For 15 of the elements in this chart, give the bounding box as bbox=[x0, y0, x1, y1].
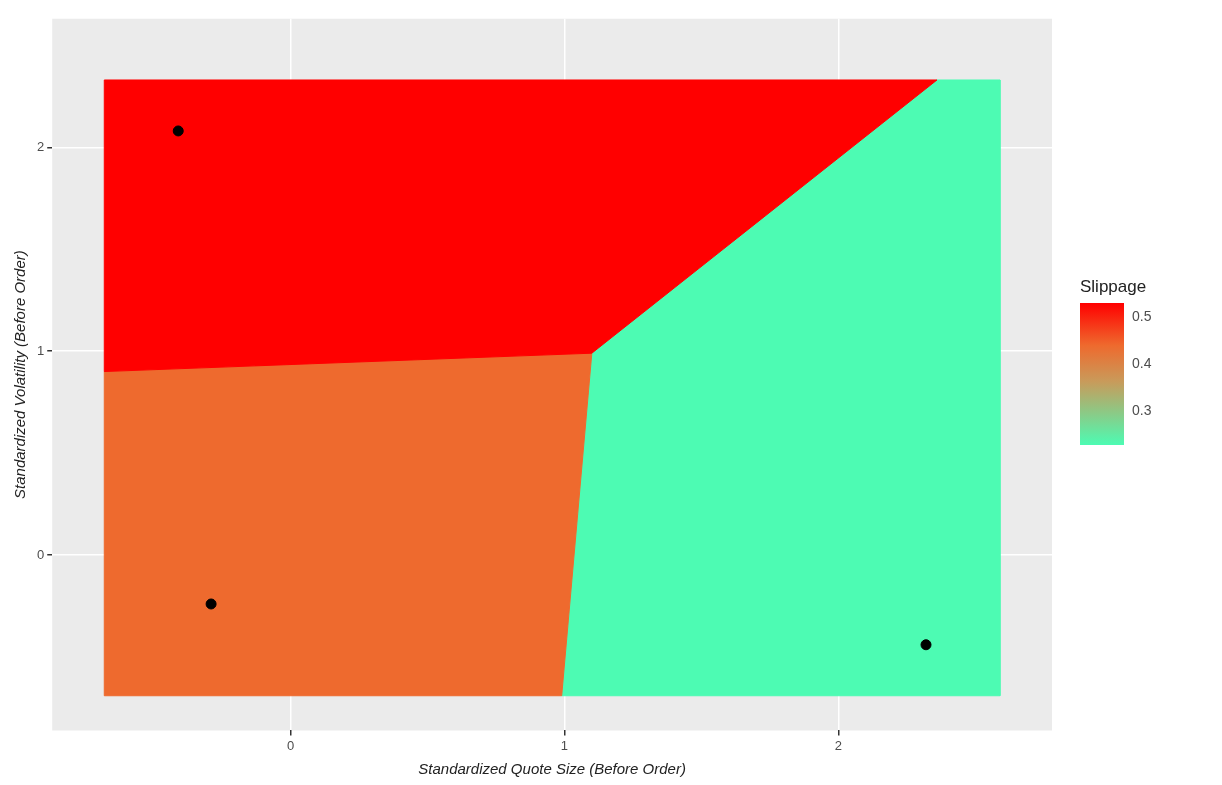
y-tick-label: 2 bbox=[37, 138, 45, 154]
color-bar-title: Slippage bbox=[1080, 276, 1148, 297]
color-bar-label: 0.4 bbox=[1132, 354, 1152, 371]
point bbox=[920, 639, 932, 651]
x-axis-title: Standardized Quote Size (Before Order) bbox=[418, 760, 686, 778]
point bbox=[172, 125, 184, 137]
x-tick-label: 1 bbox=[560, 737, 569, 753]
point bbox=[205, 598, 217, 610]
color-bar-label: 0.5 bbox=[1132, 307, 1152, 324]
x-tick-label: 2 bbox=[834, 737, 842, 753]
y-tick-label: 0 bbox=[37, 546, 45, 562]
x-tick-label: 0 bbox=[286, 737, 295, 753]
color-bar-label: 0.3 bbox=[1132, 402, 1152, 419]
y-tick-label: 1 bbox=[37, 342, 45, 358]
y-axis-title: Standardized Volatility (Before Order) bbox=[11, 250, 29, 499]
